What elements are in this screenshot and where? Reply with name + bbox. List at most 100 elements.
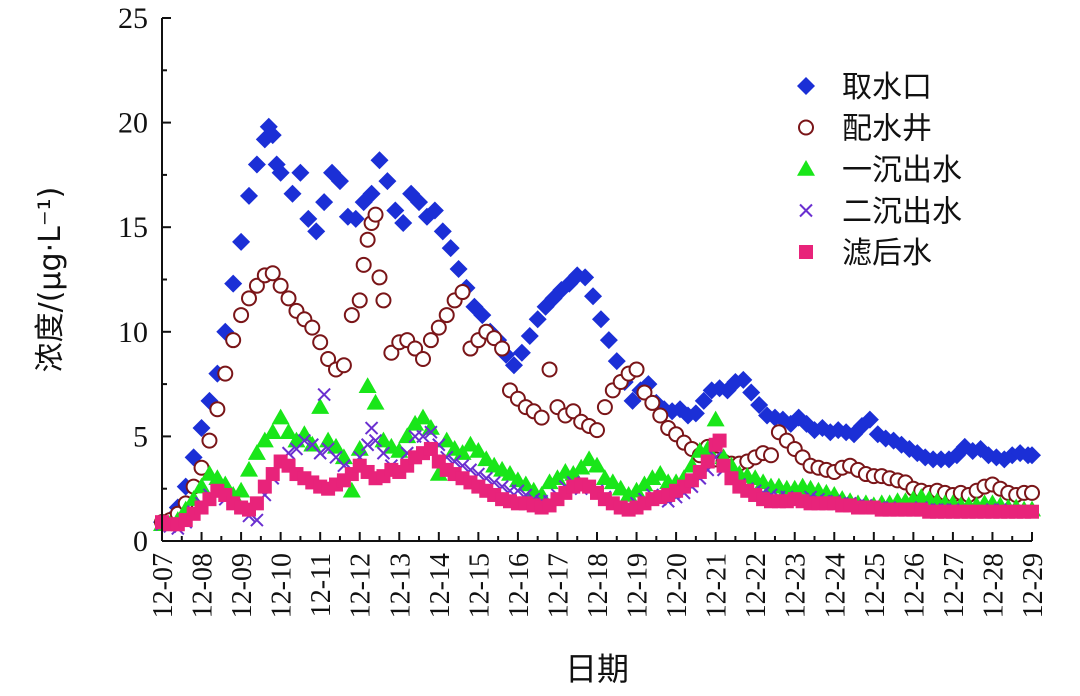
x-tick-label: 12-17 xyxy=(543,553,574,618)
data-point xyxy=(454,284,471,301)
data-point xyxy=(469,442,488,458)
data-point xyxy=(860,410,879,429)
data-point xyxy=(279,423,298,439)
data-point xyxy=(386,201,405,220)
data-point xyxy=(652,407,669,424)
data-point xyxy=(449,260,468,279)
x-tick-label: 12-28 xyxy=(978,553,1009,618)
legend-marker xyxy=(798,119,814,136)
data-point xyxy=(335,357,352,374)
data-point xyxy=(520,326,539,345)
x-tick-label: 12-24 xyxy=(820,553,851,618)
y-tick-label: 20 xyxy=(118,107,148,140)
y-tick-label: 10 xyxy=(118,316,148,349)
data-point xyxy=(264,265,281,282)
data-point xyxy=(312,334,329,351)
data-point xyxy=(192,419,211,438)
legend-marker xyxy=(797,77,815,95)
data-point xyxy=(501,465,519,481)
data-point xyxy=(263,423,282,439)
data-point xyxy=(358,377,377,393)
data-point xyxy=(589,422,605,439)
data-point xyxy=(255,431,274,448)
data-point xyxy=(346,209,365,228)
data-point xyxy=(370,151,389,170)
data-point xyxy=(643,469,662,485)
data-point xyxy=(320,350,337,367)
data-point xyxy=(351,292,368,309)
data-point xyxy=(576,268,595,287)
data-point xyxy=(628,361,645,378)
data-point xyxy=(425,201,444,220)
data-point xyxy=(599,331,618,350)
data-point xyxy=(368,433,383,448)
data-point xyxy=(383,344,400,361)
data-point xyxy=(272,277,289,294)
data-point xyxy=(433,222,452,241)
data-point xyxy=(394,214,413,233)
data-point xyxy=(201,432,218,449)
y-tick-label: 25 xyxy=(118,2,148,35)
data-point xyxy=(317,387,331,402)
data-point xyxy=(734,370,753,389)
data-point xyxy=(271,408,290,425)
data-point xyxy=(313,446,327,460)
data-point xyxy=(263,126,282,145)
data-point xyxy=(533,409,550,426)
data-point xyxy=(311,398,330,414)
data-point xyxy=(423,441,438,456)
data-point xyxy=(588,456,606,473)
legend-item: 一沉出水 xyxy=(797,153,962,188)
data-point xyxy=(591,310,610,329)
data-point xyxy=(342,481,361,498)
legend-item: 二沉出水 xyxy=(799,195,962,230)
data-point xyxy=(565,403,582,420)
y-tick-label: 0 xyxy=(133,525,148,558)
legend-label: 滤后水 xyxy=(842,236,932,271)
legend-label: 配水井 xyxy=(842,112,932,147)
data-point xyxy=(240,186,258,205)
data-point xyxy=(438,307,455,324)
data-point xyxy=(494,340,511,357)
data-layer xyxy=(153,117,1041,536)
legend-item: 配水井 xyxy=(798,112,932,147)
data-point xyxy=(572,458,591,475)
data-point xyxy=(424,425,438,439)
data-point xyxy=(367,206,384,223)
x-tick-label: 12-29 xyxy=(1018,553,1049,618)
data-point xyxy=(421,419,440,435)
data-point xyxy=(422,332,439,349)
legend-label: 二沉出水 xyxy=(842,195,962,230)
legend-item: 取水口 xyxy=(797,70,932,105)
data-point xyxy=(763,447,779,464)
x-tick-label: 12-09 xyxy=(227,553,258,618)
series-5 xyxy=(155,433,1039,532)
data-point xyxy=(240,460,258,477)
data-point xyxy=(410,193,429,212)
data-point xyxy=(716,458,731,473)
x-axis-title: 日期 xyxy=(565,650,629,688)
wechat-icon xyxy=(915,633,959,667)
x-tick-label: 12-13 xyxy=(385,553,416,618)
data-point xyxy=(359,231,376,248)
data-point xyxy=(291,163,310,182)
data-point xyxy=(271,163,290,182)
data-point xyxy=(473,306,492,325)
data-point xyxy=(611,479,630,496)
data-point xyxy=(712,433,727,448)
data-point xyxy=(362,184,381,203)
data-point xyxy=(706,410,725,427)
data-point xyxy=(416,429,430,444)
data-point xyxy=(644,394,661,411)
data-point xyxy=(257,479,272,494)
y-ticks: 0 5 10 15 20 25 xyxy=(118,2,171,558)
data-point xyxy=(249,496,264,511)
legend-marker xyxy=(797,160,815,176)
legend-marker xyxy=(799,245,813,259)
data-point xyxy=(528,310,547,329)
data-point xyxy=(407,340,424,357)
x-tick-label: 12-12 xyxy=(346,553,377,618)
legend-label: 取水口 xyxy=(842,70,932,105)
x-tick-label: 12-15 xyxy=(464,553,495,618)
